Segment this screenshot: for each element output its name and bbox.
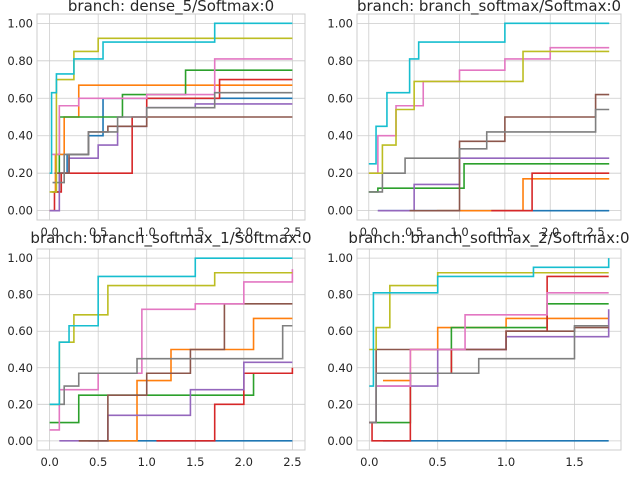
x-tick-label: 0.0 [40,455,58,469]
x-tick-label: 0.5 [89,225,107,239]
y-tick-label: 0.20 [7,397,33,411]
series-line [369,271,609,351]
x-tick-label: 0.0 [40,225,58,239]
plot-frame [356,13,622,221]
x-tick-label: 0.0 [360,455,378,469]
x-tick-label: 1.5 [186,455,204,469]
x-tick-label: 0.0 [360,225,378,239]
y-tick-label: 0.20 [327,397,353,411]
series-line [369,324,609,424]
x-tick-label: 1.0 [138,455,156,469]
y-tick-label: 0.40 [7,129,33,143]
y-tick-label: 0.60 [327,91,353,105]
x-tick-label: 1.5 [496,225,514,239]
subplot-title: branch: branch_softmax_1/Softmax:0 [30,229,311,248]
subplot-title: branch: branch_softmax_2/Softmax:0 [348,229,629,248]
series-line [369,275,609,442]
y-tick-label: 0.20 [327,166,353,180]
y-tick-label: 0.80 [7,288,33,302]
x-tick-label: 2.5 [586,225,604,239]
series-line [49,257,293,406]
y-tick-label: 0.40 [7,361,33,375]
y-tick-label: 0.60 [327,324,353,338]
series-line [52,91,293,184]
plot-frame [356,248,622,451]
y-tick-label: 1.00 [7,16,33,30]
x-tick-label: 1.5 [565,455,583,469]
series-line [409,93,610,212]
series-line [49,22,293,174]
series-line [78,303,293,442]
series-line [368,50,610,174]
subplot-dense-5: 0.0 0.5 1.0 1.5 2.0 2.5 0.00 0.20 0.40 0.60 0.80 1.… [7,0,306,239]
subplot-branch-softmax-1: 0.0 0.5 1.0 1.5 2.0 2.5 0.00 0.20 0.40 0.60 0.80 1.… [7,229,311,469]
x-tick-label: 2.5 [283,455,301,469]
y-tick-label: 0.00 [327,204,353,218]
x-tick-label: 1.0 [138,225,156,239]
series-group [49,257,294,442]
series-line [368,108,610,193]
series-line [376,292,609,387]
series-line [78,317,293,442]
plot-frame [36,13,306,221]
y-tick-label: 0.00 [7,434,33,448]
y-tick-label: 0.20 [7,166,33,180]
y-tick-label: 0.40 [327,129,353,143]
series-group [368,22,610,212]
plot-frame [36,248,306,451]
series-line [156,367,294,442]
subplot-branch-softmax-2: 0.0 0.5 1.0 1.5 0.00 0.20 0.40 0.60 0.80 1.00 bran… [327,229,629,469]
y-tick-label: 0.80 [327,288,353,302]
y-tick-label: 0.80 [327,54,353,68]
y-tick-label: 0.00 [7,204,33,218]
series-group [49,22,293,212]
x-tick-label: 0.5 [405,225,423,239]
y-tick-label: 1.00 [327,251,353,265]
x-tick-label: 2.0 [235,225,253,239]
series-line [377,157,610,212]
x-tick-label: 0.5 [89,455,107,469]
y-tick-label: 0.60 [7,324,33,338]
x-tick-label: 2.5 [283,225,301,239]
series-line [49,324,293,406]
x-tick-label: 0.5 [429,455,447,469]
series-line [368,22,610,165]
y-tick-label: 0.40 [327,361,353,375]
x-tick-label: 2.0 [235,455,253,469]
series-line [51,58,293,156]
y-tick-label: 0.00 [327,434,353,448]
x-tick-label: 2.0 [541,225,559,239]
series-line [369,258,610,387]
x-tick-label: 1.0 [450,225,468,239]
subplot-title: branch: branch_softmax/Softmax:0 [357,0,621,16]
y-tick-label: 0.60 [7,91,33,105]
x-tick-label: 1.5 [186,225,204,239]
y-tick-label: 0.80 [7,54,33,68]
x-tick-label: 1.0 [497,455,515,469]
subplot-title: branch: dense_5/Softmax:0 [68,0,274,16]
y-tick-label: 1.00 [327,16,353,30]
subplot-branch-softmax: 0.0 0.5 1.0 1.5 2.0 2.5 0.00 0.20 0.40 0.60 0.80 1.… [327,0,622,239]
series-group [369,258,610,442]
series-line [491,172,610,212]
y-tick-label: 1.00 [7,251,33,265]
series-line [49,37,293,193]
